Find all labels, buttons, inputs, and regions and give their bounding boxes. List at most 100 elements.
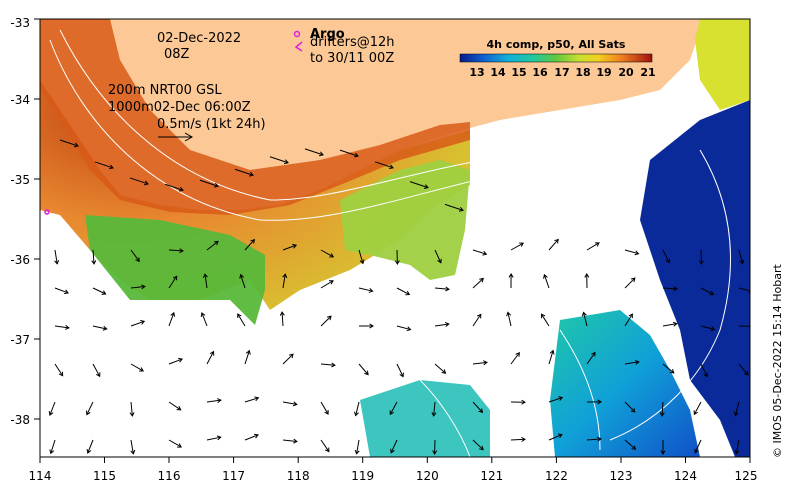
y-tick-label: -37 bbox=[10, 333, 30, 347]
current-vector-head bbox=[254, 433, 259, 439]
current-vector bbox=[244, 350, 250, 365]
current-vector-head bbox=[209, 350, 215, 356]
current-vector-head bbox=[91, 260, 97, 265]
current-vector bbox=[282, 439, 297, 442]
current-vector bbox=[434, 249, 442, 263]
current-vector-head bbox=[102, 325, 108, 331]
current-vector-head bbox=[254, 396, 260, 402]
current-vector bbox=[320, 401, 329, 415]
current-vector bbox=[282, 401, 297, 405]
current-vector-head bbox=[73, 142, 79, 148]
current-vector bbox=[548, 434, 563, 441]
current-vector bbox=[129, 177, 149, 185]
current-vector bbox=[661, 401, 664, 417]
current-vector bbox=[586, 242, 600, 251]
scale-arrow bbox=[158, 132, 194, 142]
y-tick-label: -35 bbox=[10, 173, 30, 187]
current-vector-head bbox=[250, 238, 256, 244]
current-vector bbox=[507, 312, 512, 327]
current-vector bbox=[54, 363, 64, 377]
current-vector-head bbox=[405, 290, 411, 296]
current-vector-head bbox=[406, 326, 412, 332]
current-vector-head bbox=[331, 362, 336, 368]
current-vector bbox=[281, 311, 284, 327]
current-vector-head bbox=[135, 257, 140, 263]
current-vector-head bbox=[479, 277, 484, 283]
current-vector-head bbox=[202, 273, 208, 279]
scale-label: 0.5m/s (1kt 24h) bbox=[157, 117, 266, 132]
current-vector bbox=[390, 439, 398, 453]
current-vector-head bbox=[709, 290, 715, 296]
current-vector bbox=[355, 401, 360, 416]
current-vector-head bbox=[140, 320, 146, 325]
current-vector-head bbox=[543, 273, 548, 279]
current-vector-head bbox=[49, 449, 55, 455]
current-vector bbox=[662, 287, 678, 290]
current-vector bbox=[434, 323, 449, 327]
current-vector-head bbox=[216, 435, 222, 441]
colorbar-tick: 14 bbox=[490, 66, 506, 79]
current-vector bbox=[700, 287, 714, 295]
current-vector-head bbox=[282, 273, 288, 279]
current-vector bbox=[444, 203, 464, 211]
current-vector-head bbox=[660, 450, 666, 455]
current-vector-head bbox=[597, 436, 602, 442]
current-vector bbox=[320, 315, 332, 327]
current-vector bbox=[586, 352, 596, 365]
y-tick-label: -38 bbox=[10, 413, 30, 427]
current-vector-head bbox=[557, 433, 563, 439]
current-vector-head bbox=[483, 360, 488, 366]
current-vector bbox=[389, 401, 398, 415]
current-vector-head bbox=[431, 412, 437, 417]
current-vector bbox=[472, 249, 487, 255]
current-vector bbox=[548, 350, 554, 365]
current-vector bbox=[92, 363, 101, 377]
current-vector-head bbox=[394, 260, 400, 265]
current-vector-head bbox=[353, 152, 359, 158]
colorbar-tick: 15 bbox=[511, 66, 526, 79]
current-vector-head bbox=[178, 357, 184, 363]
current-vector-head bbox=[177, 443, 182, 448]
argo-marker-icon bbox=[293, 30, 301, 38]
current-vector-head bbox=[86, 448, 92, 454]
current-vector bbox=[282, 244, 297, 251]
current-vector bbox=[87, 439, 94, 454]
sst-coastal-warm bbox=[40, 19, 470, 215]
current-vector-head bbox=[478, 408, 484, 414]
current-vector-head bbox=[506, 311, 512, 317]
current-vector-head bbox=[558, 396, 564, 401]
current-vector-head bbox=[178, 186, 184, 192]
current-vector bbox=[694, 439, 702, 453]
current-vector bbox=[624, 401, 636, 413]
current-vector-head bbox=[694, 448, 699, 454]
argo-float-marker bbox=[44, 209, 50, 215]
current-vector bbox=[164, 183, 184, 191]
current-vector bbox=[240, 274, 246, 289]
current-vector-head bbox=[368, 288, 374, 293]
current-vector-head bbox=[369, 323, 374, 329]
current-vectors bbox=[48, 139, 750, 455]
x-tick-label: 123 bbox=[610, 469, 633, 483]
current-vector bbox=[130, 320, 145, 327]
current-vector-head bbox=[698, 260, 704, 265]
current-vector-head bbox=[630, 277, 636, 283]
current-vector bbox=[662, 323, 677, 327]
date-label: 02-Dec-2022 bbox=[157, 31, 241, 46]
current-vector bbox=[130, 401, 133, 416]
current-vector bbox=[548, 239, 559, 251]
current-vector-head bbox=[129, 412, 135, 417]
current-vector bbox=[168, 358, 183, 365]
current-vector-head bbox=[217, 398, 222, 404]
current-vector-head bbox=[540, 313, 546, 319]
colorbar-title: 4h comp, p50, All Sats bbox=[487, 38, 626, 51]
current-vector bbox=[92, 249, 95, 264]
sst-cold-east bbox=[640, 100, 750, 457]
current-vector bbox=[130, 439, 134, 454]
current-vector-head bbox=[318, 151, 324, 157]
x-axis: 114 115 116 117 118 119 120 121 122 123 … bbox=[29, 457, 757, 483]
current-vector bbox=[168, 401, 181, 411]
x-tick-label: 121 bbox=[480, 469, 503, 483]
current-vector-head bbox=[441, 369, 447, 374]
current-vector bbox=[282, 274, 286, 289]
current-vector-head bbox=[324, 410, 329, 415]
